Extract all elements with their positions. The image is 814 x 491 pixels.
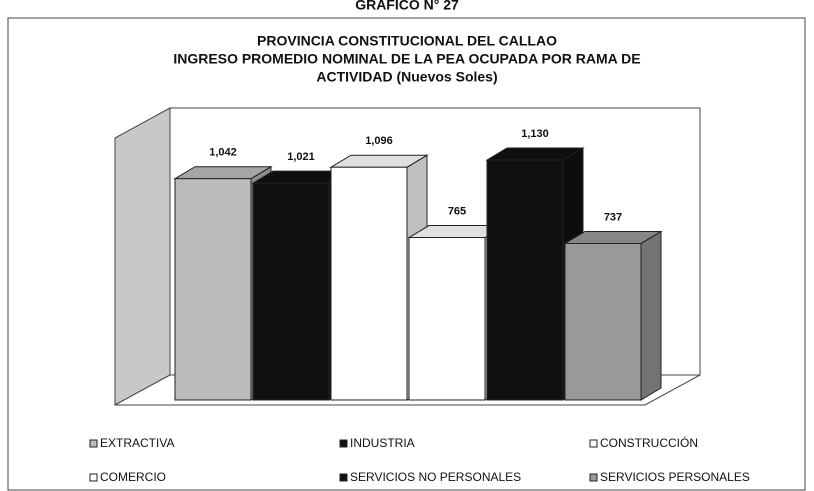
bar <box>564 242 642 401</box>
legend-label: SERVICIOS PERSONALES <box>600 470 750 484</box>
value-label: 1,042 <box>209 147 237 159</box>
legend-label: EXTRACTIVA <box>100 436 174 450</box>
heading: GRAFICO N° 27 <box>355 0 459 13</box>
legend-swatch <box>339 473 348 482</box>
bar <box>408 237 486 401</box>
value-label: 1,021 <box>287 151 315 163</box>
legend-label: COMERCIO <box>100 470 166 484</box>
frame <box>7 17 806 491</box>
bar-side <box>640 230 662 401</box>
value-label: 1,130 <box>521 128 549 140</box>
legend-swatch <box>589 439 598 448</box>
bar <box>486 159 564 401</box>
chart-title: ACTIVIDAD (Nuevos Soles) <box>316 69 497 85</box>
legend-swatch <box>339 439 348 448</box>
chart-title: INGRESO PROMEDIO NOMINAL DE LA PEA OCUPA… <box>173 51 640 67</box>
value-label: 737 <box>604 211 622 223</box>
legend-swatch <box>589 473 598 482</box>
bar <box>252 182 330 401</box>
value-label: 1,096 <box>365 135 393 147</box>
legend-label: INDUSTRIA <box>350 436 415 450</box>
legend-label: SERVICIOS NO PERSONALES <box>350 470 521 484</box>
legend-swatch <box>89 473 98 482</box>
legend-swatch <box>89 439 98 448</box>
chart-title: PROVINCIA CONSTITUCIONAL DEL CALLAO <box>257 33 557 49</box>
bar <box>330 166 408 401</box>
value-label: 765 <box>448 205 466 217</box>
legend-label: CONSTRUCCIÓN <box>600 435 698 450</box>
bar <box>174 178 252 401</box>
side-wall <box>114 107 171 406</box>
